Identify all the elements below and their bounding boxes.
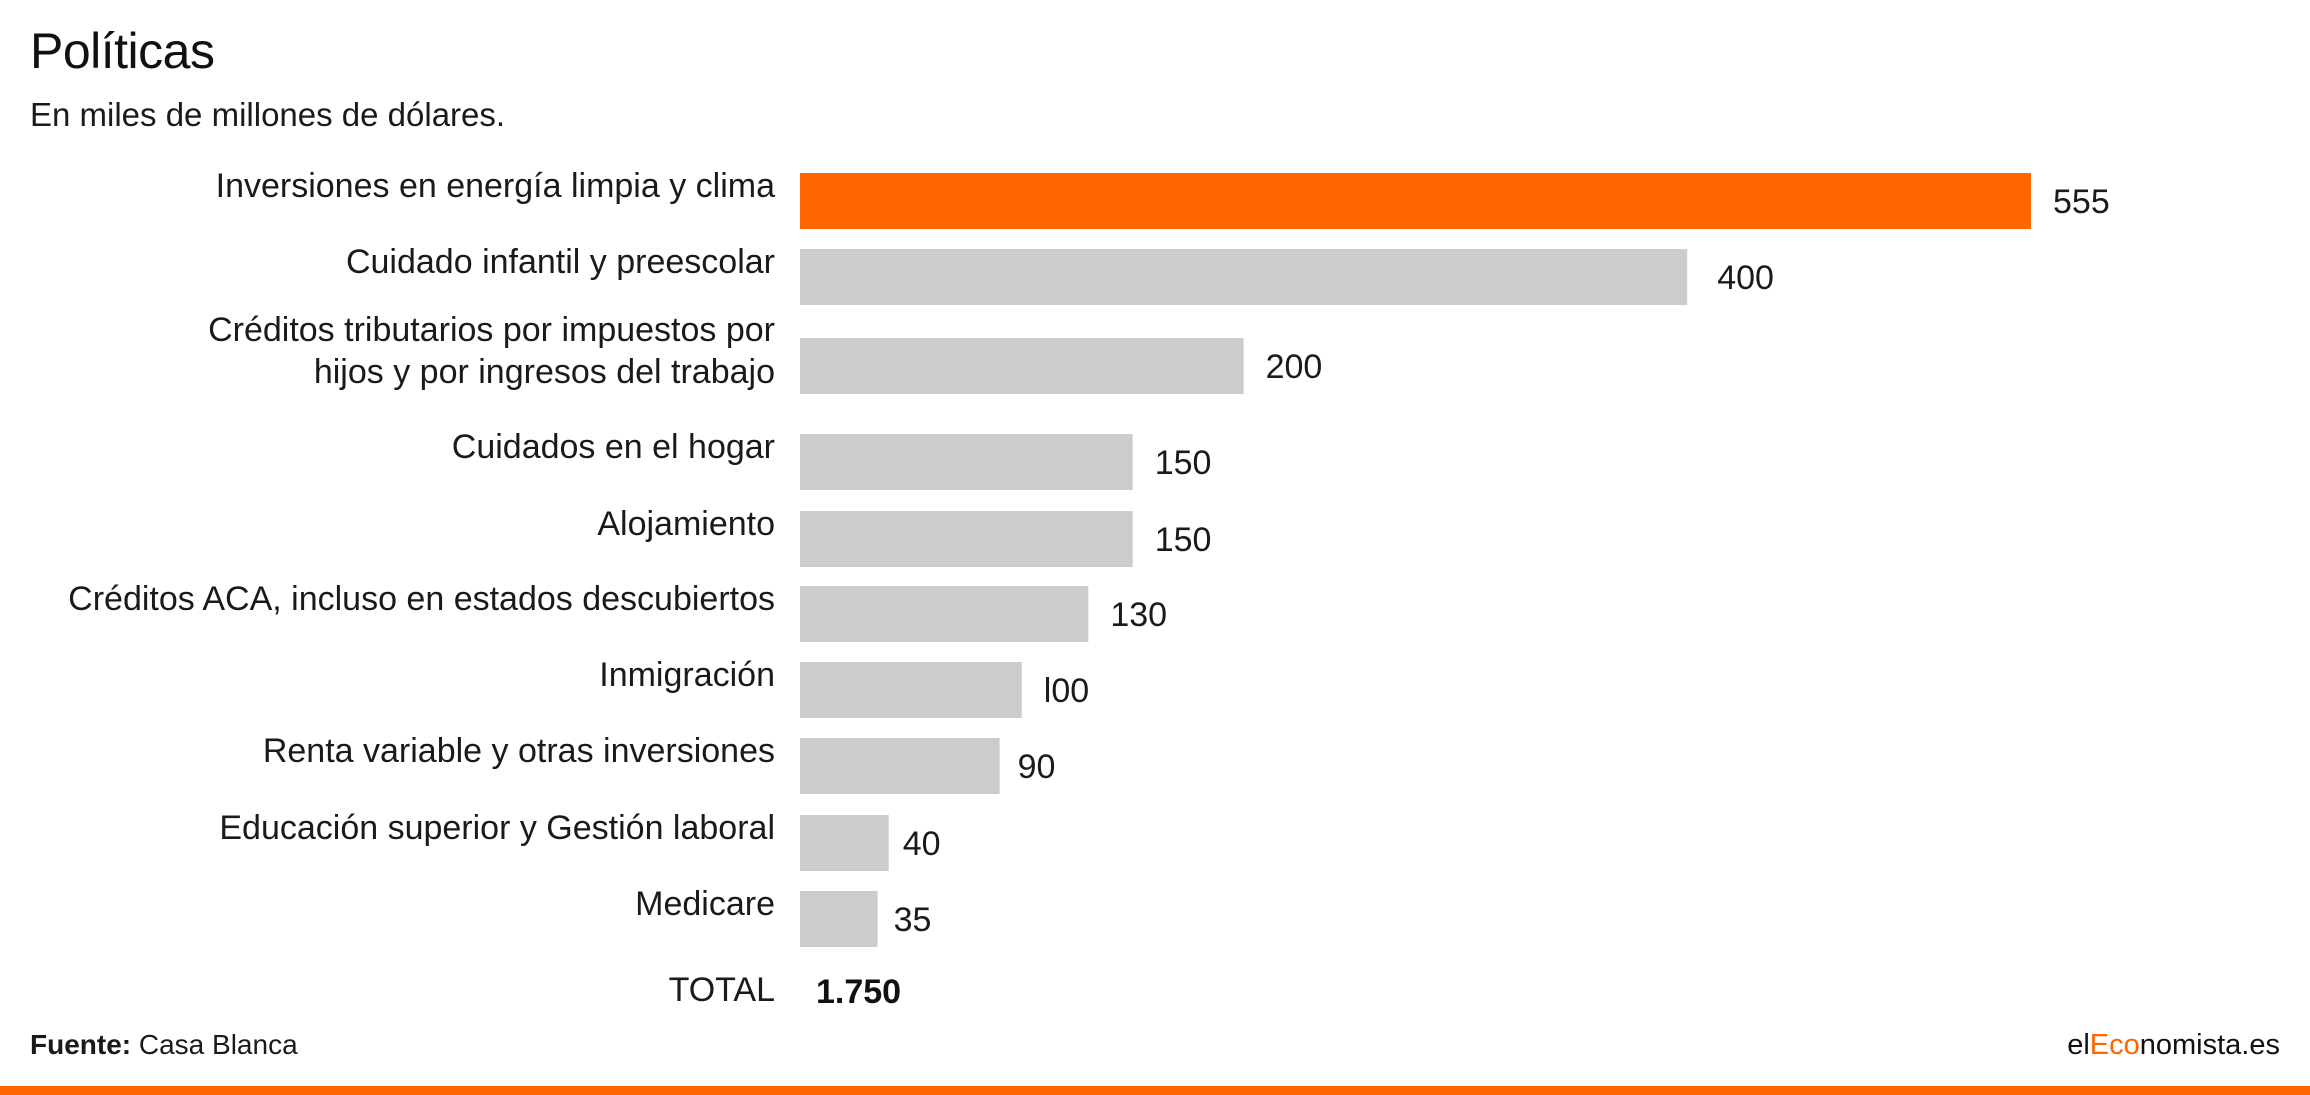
brand-suffix: nomista.es — [2139, 1029, 2280, 1061]
source-note: Fuente: Casa Blanca — [30, 1029, 298, 1061]
bar-1 — [800, 249, 1688, 305]
brand-prefix: el — [2067, 1029, 2090, 1061]
category-label-8: Educación superior y Gestión laboral — [219, 809, 775, 847]
value-label-3: 150 — [1155, 444, 1212, 482]
value-label-0: 555 — [2053, 183, 2110, 221]
category-label-1: Cuidado infantil y preescolar — [346, 243, 775, 281]
category-label-4: Alojamiento — [597, 505, 775, 543]
bottom-accent-bar — [0, 1086, 2310, 1095]
source-label: Fuente: — [30, 1029, 132, 1060]
value-label-8: 40 — [903, 825, 941, 863]
total-value: 1.750 — [816, 973, 901, 1011]
total-label: TOTAL — [669, 971, 775, 1009]
category-label-6: Inmigración — [599, 656, 775, 694]
bar-2 — [800, 338, 1244, 394]
chart-subtitle: En miles de millones de dólares. — [30, 96, 506, 133]
bar-7 — [800, 738, 1000, 794]
category-label-9: Medicare — [635, 885, 775, 923]
chart-title: Políticas — [30, 23, 215, 79]
bar-8 — [800, 815, 889, 871]
value-label-7: 90 — [1018, 748, 1056, 786]
brand-logo: elEconomista.es — [2067, 1029, 2280, 1062]
value-label-5: 130 — [1110, 596, 1167, 634]
value-label-2: 200 — [1266, 348, 1323, 386]
bar-5 — [800, 586, 1089, 642]
value-label-4: 150 — [1155, 521, 1212, 559]
bar-0 — [800, 173, 2031, 229]
brand-accent: Eco — [2089, 1029, 2140, 1061]
bar-3 — [800, 434, 1133, 490]
bar-6 — [800, 662, 1022, 718]
bar-4 — [800, 511, 1133, 567]
category-label-3: Cuidados en el hogar — [452, 428, 775, 466]
category-label-5: Créditos ACA, incluso en estados descubi… — [68, 580, 775, 618]
value-label-1: 400 — [1717, 259, 1774, 297]
category-label-7: Renta variable y otras inversiones — [263, 732, 775, 770]
category-label-2: Créditos tributarios por impuestos por hi… — [208, 311, 775, 391]
source-value: Casa Blanca — [138, 1029, 298, 1060]
category-label-0: Inversiones en energía limpia y clima — [216, 167, 775, 205]
value-label-6: l00 — [1044, 672, 1089, 710]
value-label-9: 35 — [894, 901, 932, 939]
bar-9 — [800, 891, 878, 947]
